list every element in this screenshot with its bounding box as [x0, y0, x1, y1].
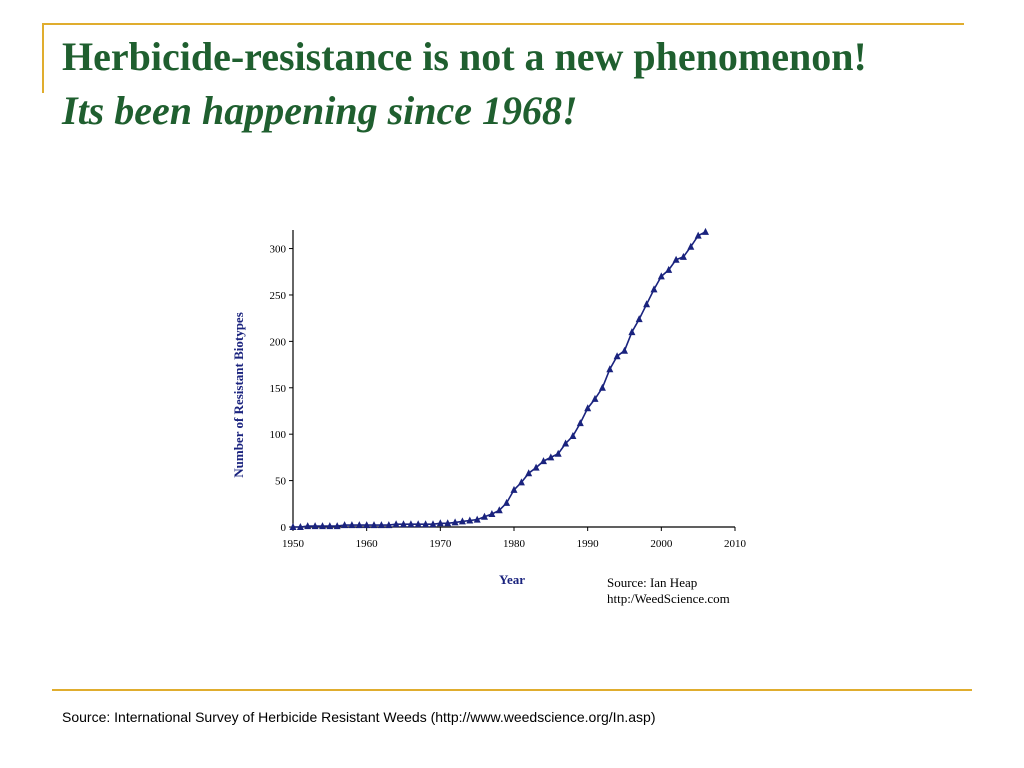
- data-point-1965: [400, 520, 407, 528]
- data-point-1983: [532, 463, 540, 471]
- chart-source-annotation-line-2: http:/WeedScience.com: [607, 591, 730, 606]
- data-point-1955: [326, 522, 334, 530]
- data-point-1988: [569, 432, 577, 439]
- data-point-1962: [377, 521, 385, 529]
- y-tick-label-50: 50: [275, 476, 287, 488]
- chart-axes: [292, 230, 735, 528]
- data-point-1994: [613, 352, 621, 360]
- slide-subtitle: Its been happening since 1968!: [62, 88, 578, 133]
- data-point-1973: [458, 517, 466, 525]
- data-point-1953: [311, 522, 319, 530]
- data-point-1974: [466, 516, 474, 524]
- data-point-1975: [473, 515, 481, 523]
- data-point-1984: [540, 457, 547, 465]
- data-point-1952: [304, 522, 312, 530]
- data-point-2003: [679, 252, 687, 260]
- data-point-1972: [451, 518, 459, 526]
- data-point-2002: [672, 255, 680, 263]
- data-point-1998: [643, 300, 651, 308]
- data-point-1987: [562, 439, 570, 447]
- data-point-1964: [392, 520, 400, 528]
- data-point-1993: [606, 365, 614, 373]
- x-axis-label: Year: [499, 572, 525, 587]
- data-point-1961: [370, 521, 378, 529]
- y-tick-label-150: 150: [270, 383, 287, 395]
- data-point-1981: [517, 478, 525, 486]
- data-point-1989: [576, 419, 584, 427]
- data-point-1999: [650, 285, 658, 293]
- y-tick-label-300: 300: [270, 244, 287, 256]
- data-point-1968: [422, 520, 430, 528]
- left-accent-line: [42, 23, 44, 93]
- y-tick-label-100: 100: [270, 429, 287, 441]
- data-point-1979: [503, 498, 511, 506]
- data-point-2001: [665, 265, 673, 273]
- data-point-1971: [444, 519, 452, 527]
- data-point-1959: [355, 521, 363, 529]
- x-tick-label-1960: 1960: [356, 538, 379, 550]
- data-point-1956: [333, 522, 341, 530]
- data-point-1992: [598, 383, 606, 391]
- y-tick-label-0: 0: [281, 522, 287, 534]
- data-point-1980: [510, 485, 518, 493]
- chart-ticks: 0 50 100 150 200 250 300 1950 1960 1970 1980 1990 20…: [270, 244, 747, 550]
- resistant-biotypes-chart: 0 50 100 150 200 250 300 1950 1960 1970 1980 1990 20…: [231, 227, 747, 606]
- data-point-1977: [488, 510, 496, 517]
- data-point-2000: [657, 272, 665, 280]
- slide-title: Herbicide-resistance is not a new phenom…: [62, 34, 867, 79]
- data-point-1985: [547, 453, 555, 461]
- footer-accent-line: [52, 689, 972, 691]
- y-tick-label-250: 250: [270, 290, 287, 302]
- data-point-1954: [319, 522, 326, 530]
- data-point-1963: [385, 521, 393, 529]
- x-tick-label-1980: 1980: [503, 538, 526, 550]
- data-point-1986: [554, 449, 562, 457]
- data-point-1951: [296, 523, 304, 530]
- data-point-2005: [694, 231, 702, 239]
- data-point-1958: [348, 521, 356, 529]
- data-point-1982: [525, 469, 533, 477]
- x-tick-label-1970: 1970: [429, 538, 452, 550]
- data-point-1970: [436, 519, 444, 527]
- x-tick-label-2000: 2000: [650, 538, 673, 550]
- data-point-2006: [702, 227, 709, 235]
- data-point-1997: [635, 315, 643, 323]
- x-tick-label-1950: 1950: [282, 538, 305, 550]
- data-point-1950: [289, 523, 297, 530]
- chart-source-annotation-line-1: Source: Ian Heap: [607, 575, 697, 590]
- data-point-1969: [429, 520, 437, 528]
- top-accent-line: [42, 23, 964, 25]
- data-point-1996: [628, 328, 636, 336]
- data-point-1960: [363, 521, 371, 529]
- data-point-1990: [584, 404, 592, 412]
- data-point-1991: [591, 394, 599, 402]
- x-tick-label-2010: 2010: [724, 538, 747, 550]
- series-line-0: [293, 231, 706, 528]
- y-tick-label-200: 200: [270, 336, 287, 348]
- data-point-1976: [481, 512, 488, 520]
- data-point-1966: [407, 520, 415, 528]
- footer-source-text: Source: International Survey of Herbicid…: [62, 709, 656, 725]
- y-axis-label: Number of Resistant Biotypes: [231, 312, 246, 478]
- x-tick-label-1990: 1990: [577, 538, 600, 550]
- data-point-1995: [621, 346, 628, 354]
- data-point-1957: [341, 521, 349, 529]
- data-point-1978: [495, 506, 503, 514]
- data-point-2004: [687, 242, 695, 250]
- chart-series: [289, 227, 709, 530]
- data-point-1967: [414, 520, 422, 528]
